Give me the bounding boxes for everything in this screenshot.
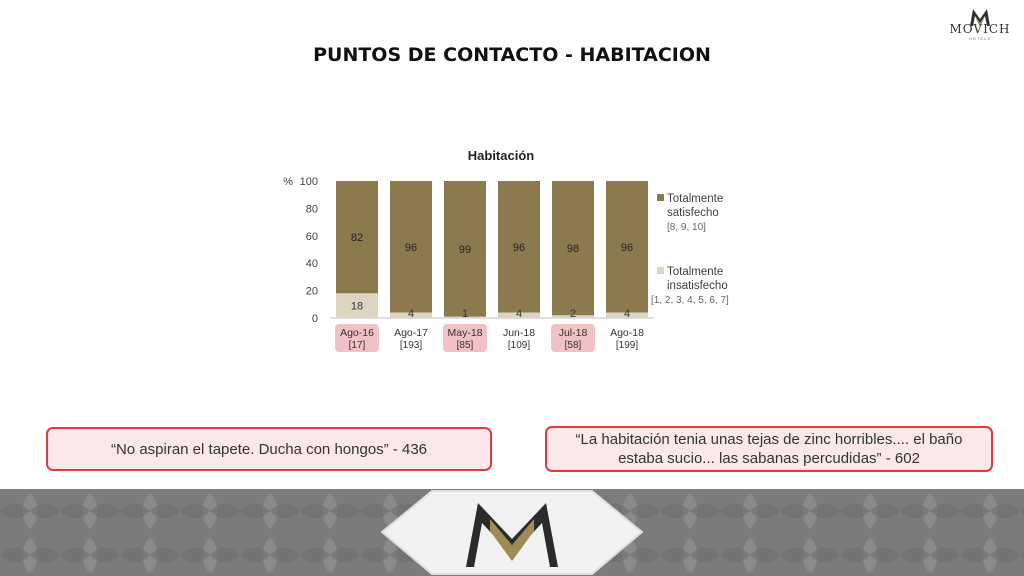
category-highlight (551, 324, 595, 352)
quote-text-1: “No aspiran el tapete. Ducha con hongos”… (110, 440, 428, 458)
bar-satisfecho (552, 181, 594, 316)
brand-mark-icon (466, 503, 558, 567)
brand-name: MOVICH (949, 22, 1011, 36)
x-tick-base: [17] (349, 340, 366, 351)
y-tick-label: 0 (312, 313, 318, 325)
x-tick-base: [58] (565, 340, 582, 351)
x-tick-label: Ago-16 (340, 327, 374, 339)
legend-label: Totalmente (667, 266, 723, 278)
x-tick-base: [109] (508, 340, 530, 351)
chart-title: Habitación (468, 148, 535, 163)
data-label-satisfecho: 99 (459, 244, 471, 256)
bar-satisfecho (336, 181, 378, 294)
x-tick-label: Jul-18 (559, 327, 588, 339)
bar-insatisfecho (444, 316, 486, 318)
y-tick-label: 20 (306, 286, 318, 298)
bar-insatisfecho (390, 312, 432, 318)
quote-box-2: “La habitación tenia unas tejas de zinc … (545, 426, 993, 472)
x-tick-label: Jun-18 (503, 327, 535, 339)
data-label-insatisfecho: 2 (570, 308, 576, 320)
quote-text-2: “La habitación tenia unas tejas de zinc … (575, 431, 963, 467)
bar-satisfecho (444, 181, 486, 317)
legend-swatch (657, 267, 664, 274)
x-tick-base: [85] (457, 340, 474, 351)
footer-banner (0, 489, 1024, 576)
legend-label: satisfecho (667, 207, 719, 219)
data-label-satisfecho: 98 (567, 243, 579, 255)
category-highlight (335, 324, 379, 352)
legend-label: insatisfecho (667, 280, 728, 292)
y-unit-label: % (283, 176, 293, 188)
data-label-satisfecho: 96 (513, 242, 525, 254)
data-label-satisfecho: 96 (621, 242, 633, 254)
data-label-insatisfecho: 4 (408, 308, 414, 320)
x-tick-label: Ago-17 (394, 327, 428, 339)
legend-label: Totalmente (667, 193, 723, 205)
data-label-insatisfecho: 4 (516, 308, 522, 320)
category-highlight (443, 324, 487, 352)
bar-insatisfecho (606, 312, 648, 318)
x-tick-label: May-18 (447, 327, 482, 339)
bar-satisfecho (498, 181, 540, 313)
y-tick-label: 100 (300, 176, 318, 188)
brand-subtitle: HOTELS (968, 36, 991, 41)
bar-satisfecho (390, 181, 432, 313)
y-tick-label: 40 (306, 258, 318, 270)
bar-insatisfecho (498, 312, 540, 318)
x-tick-base: [193] (400, 340, 422, 351)
bar-insatisfecho (336, 293, 378, 318)
brand-logo (944, 6, 1016, 44)
legend-note: [8, 9, 10] (667, 222, 706, 233)
data-label-satisfecho: 82 (351, 232, 363, 244)
bar-insatisfecho (552, 315, 594, 318)
data-label-insatisfecho: 4 (624, 308, 630, 320)
quote-box-1: “No aspiran el tapete. Ducha con hongos”… (46, 427, 492, 471)
data-label-insatisfecho: 18 (351, 301, 363, 313)
legend-note: [1, 2, 3, 4, 5, 6, 7] (651, 295, 729, 306)
y-tick-label: 60 (306, 231, 318, 243)
data-label-satisfecho: 96 (405, 242, 417, 254)
x-tick-label: Ago-18 (610, 327, 644, 339)
legend-swatch (657, 194, 664, 201)
y-tick-label: 80 (306, 203, 318, 215)
data-label-insatisfecho: 1 (462, 308, 468, 320)
page-title: PUNTOS DE CONTACTO - HABITACION (313, 44, 711, 66)
x-tick-base: [199] (616, 340, 638, 351)
bar-satisfecho (606, 181, 648, 313)
stacked-bar-chart: Habitación 0 20 40 60 80 100% 18 82 Ago-16[17] 4 96… (283, 148, 729, 352)
